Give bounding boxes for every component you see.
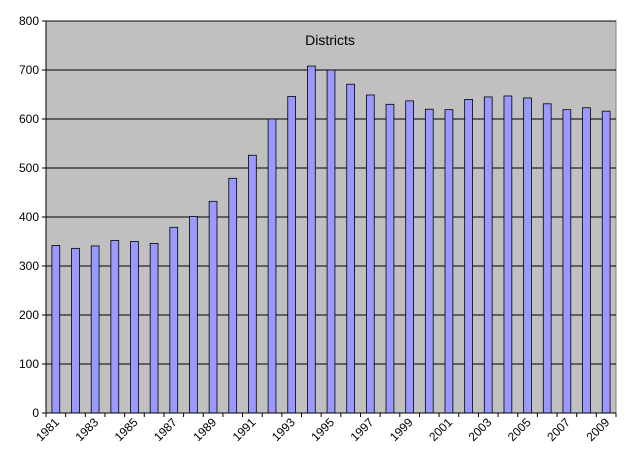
bar-1994 — [307, 65, 316, 414]
x-tick-label: 2003 — [466, 415, 495, 444]
bar-1987 — [169, 226, 179, 414]
bars-group — [51, 65, 611, 414]
bar-1983 — [90, 245, 100, 414]
y-tick-label: 100 — [19, 357, 39, 371]
y-tick-label: 600 — [19, 112, 39, 126]
bar-1985 — [130, 241, 139, 414]
x-tick-label: 1991 — [230, 415, 259, 444]
bar-2004 — [503, 95, 513, 414]
y-tick-label: 400 — [19, 210, 39, 224]
bar-1990 — [228, 177, 238, 414]
bar-1996 — [346, 83, 355, 414]
bar-2005 — [523, 97, 532, 414]
bar-1986 — [149, 243, 159, 414]
bar-2008 — [582, 107, 591, 414]
bar-1991 — [248, 154, 257, 414]
bar-1992 — [267, 118, 277, 414]
bar-2009 — [601, 110, 611, 414]
bar-1981 — [51, 245, 61, 414]
bar-1999 — [405, 100, 414, 414]
bar-1988 — [189, 216, 198, 414]
y-tick-label: 700 — [19, 63, 39, 77]
y-tick-label: 300 — [19, 259, 39, 273]
y-tick-label: 200 — [19, 308, 39, 322]
bar-2006 — [542, 103, 552, 414]
y-tick-label: 0 — [32, 406, 39, 420]
bar-1998 — [385, 103, 395, 414]
bar-2007 — [562, 109, 572, 414]
x-tick-label: 1999 — [387, 415, 416, 444]
chart-title: Districts — [305, 32, 355, 48]
x-tick-label: 2001 — [426, 415, 455, 444]
bar-1982 — [71, 247, 80, 414]
x-tick-label: 2007 — [544, 415, 573, 444]
x-tick-label: 1993 — [269, 415, 298, 444]
bar-1997 — [365, 94, 375, 414]
x-tick-label: 2009 — [584, 415, 613, 444]
y-tick-label: 500 — [19, 161, 39, 175]
bar-1984 — [110, 240, 120, 414]
bar-1995 — [326, 69, 336, 414]
bar-2000 — [424, 108, 434, 414]
x-tick-label: 1985 — [112, 415, 141, 444]
x-tick-label: 2005 — [505, 415, 534, 444]
x-tick-label: 1995 — [308, 415, 337, 444]
x-tick-label: 1983 — [72, 415, 101, 444]
bar-2002 — [464, 99, 473, 414]
bar-2001 — [444, 109, 454, 414]
bar-1993 — [287, 96, 297, 414]
y-axis-ticks: 0 100 200 300 400 500 600 700 800 — [19, 14, 46, 420]
bar-2003 — [483, 96, 493, 414]
y-tick-label: 800 — [19, 14, 39, 28]
x-tick-label: 1997 — [348, 415, 377, 444]
bar-1989 — [208, 200, 218, 414]
x-tick-label: 1987 — [151, 415, 180, 444]
x-axis-ticks: 1981 1983 1985 1987 1989 1991 1993 1995 1997 1999… — [33, 413, 617, 444]
x-tick-label: 1989 — [190, 415, 219, 444]
